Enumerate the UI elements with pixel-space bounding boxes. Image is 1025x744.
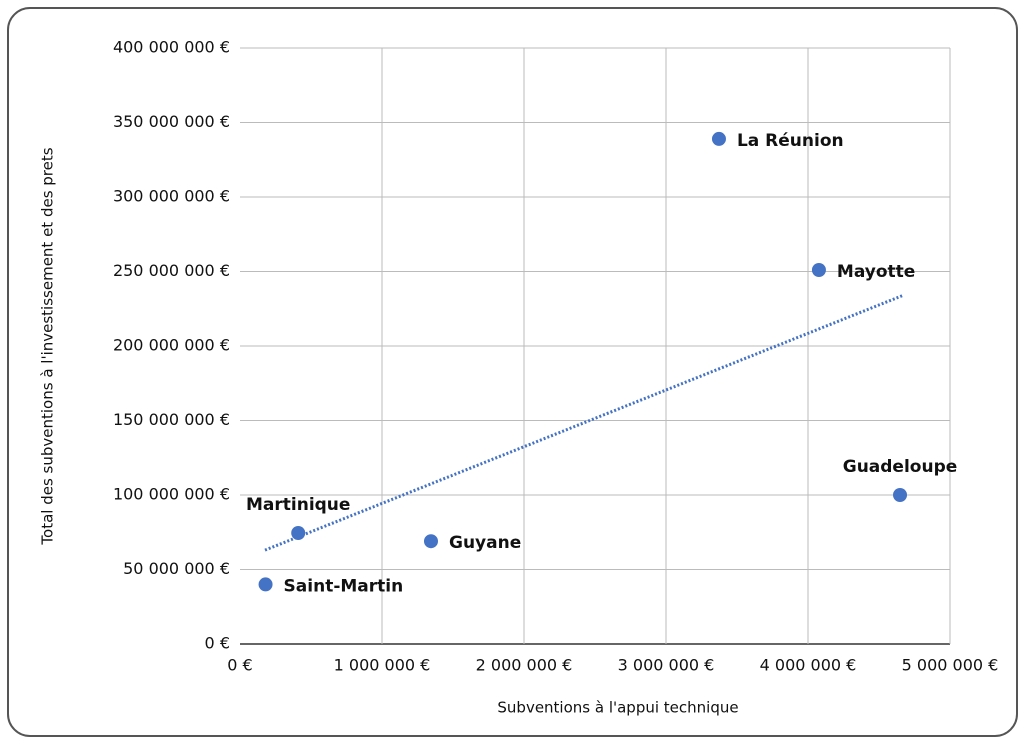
x-tick-label: 5 000 000 € (902, 656, 999, 675)
point-label: Mayotte (837, 262, 915, 282)
trendline (264, 293, 904, 552)
point-label: Guyane (449, 533, 521, 553)
y-tick-label: 350 000 000 € (113, 112, 230, 131)
y-tick-label: 150 000 000 € (113, 410, 230, 429)
y-axis-label: Total des subventions à l'investissement… (39, 147, 57, 545)
y-tick-label: 0 € (205, 634, 230, 653)
point-label: Martinique (246, 495, 350, 515)
point-label: Guadeloupe (843, 457, 958, 477)
x-tick-label: 2 000 000 € (476, 656, 573, 675)
y-tick-label: 200 000 000 € (113, 336, 230, 355)
point-label: Saint-Martin (284, 576, 404, 596)
x-tick-label: 3 000 000 € (618, 656, 715, 675)
x-tick-label: 1 000 000 € (334, 656, 431, 675)
x-tick-label: 0 € (227, 656, 252, 675)
point (291, 525, 306, 540)
point-label: La Réunion (737, 131, 844, 151)
y-tick-label: 50 000 000 € (123, 559, 230, 578)
point (893, 488, 908, 502)
point (711, 131, 726, 146)
card (7, 7, 1018, 737)
y-tick-label: 250 000 000 € (113, 261, 230, 280)
point (811, 263, 826, 278)
x-tick-label: 4 000 000 € (760, 656, 857, 675)
y-tick-label: 100 000 000 € (113, 485, 230, 504)
x-axis-label: Subventions à l'appui technique (497, 699, 738, 717)
y-tick-label: 400 000 000 € (113, 38, 230, 57)
y-tick-label: 300 000 000 € (113, 187, 230, 206)
point (423, 534, 438, 549)
point (258, 577, 273, 592)
